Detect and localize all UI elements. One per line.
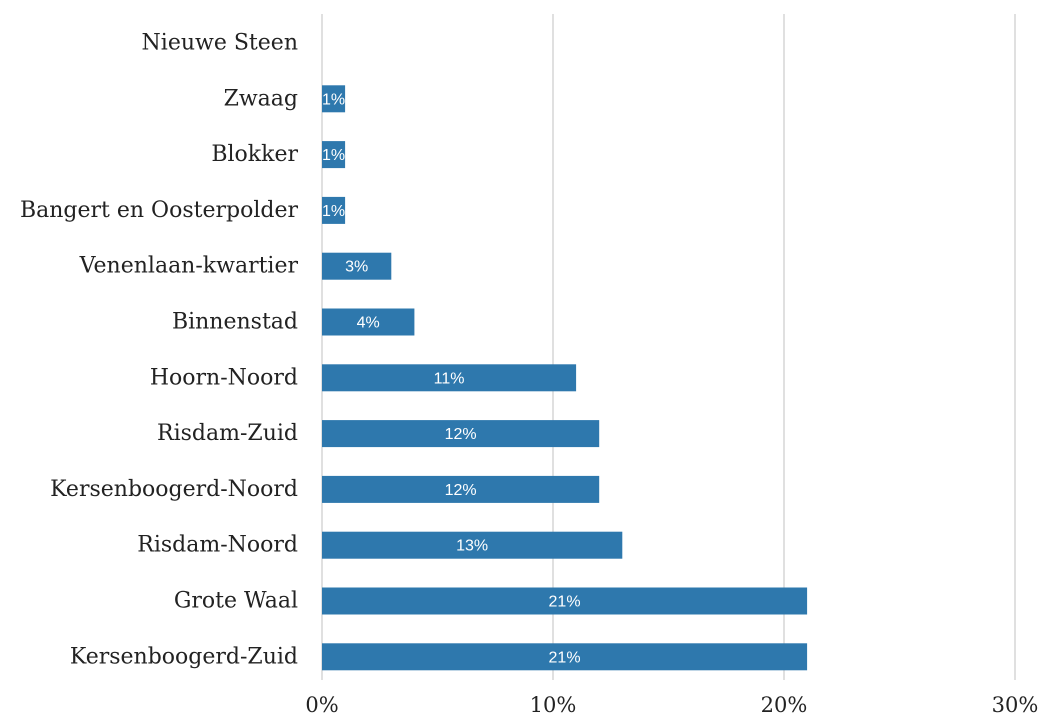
bar-data-label: 11% [434,370,465,387]
bars: 1% 1% 1% 3% 4% 11% 12% 12% 13% 21% 21% [322,85,808,671]
bar-data-label: 21% [549,649,581,666]
bar-data-label: 12% [445,482,477,499]
bar-data-label: 3% [345,259,368,276]
bar [322,420,600,448]
bar [322,308,415,336]
x-tick-label: 0% [305,693,338,717]
x-tick-label: 30% [992,693,1039,717]
x-tick-label: 10% [530,693,577,717]
bar-data-label: 1% [322,203,345,220]
x-tick-label: 20% [761,693,808,717]
category-label: Blokker [211,142,298,167]
category-label: Nieuwe Steen [142,31,298,56]
category-label: Risdam-Noord [137,533,298,558]
category-label: Zwaag [224,86,298,111]
bar [322,475,600,503]
category-label: Kersenboogerd-Noord [50,477,298,502]
gridlines [321,14,1016,680]
bar [322,252,392,280]
bar [322,85,346,113]
x-axis-tick-labels: 0% 10% 20% 30% [305,693,1038,717]
bar-data-label: 12% [445,426,477,443]
bar [322,141,346,169]
bar-data-label: 1% [322,91,345,108]
category-label: Hoorn-Noord [150,365,298,390]
category-label: Binnenstad [172,310,298,335]
bar [322,196,346,224]
bar [322,587,808,615]
bar-data-label: 4% [357,315,380,332]
bar [322,643,808,671]
category-label: Venenlaan-kwartier [79,254,299,279]
category-label: Grote Waal [174,589,298,614]
bar-data-label: 1% [322,147,345,164]
bar [322,531,623,559]
bar-data-label: 13% [456,538,488,555]
bar-data-label: 21% [549,594,581,611]
category-label: Bangert en Oosterpolder [20,198,299,223]
category-labels: Nieuwe Steen Zwaag Blokker Bangert en Ooste… [20,31,299,670]
bar [322,364,577,392]
category-label: Kersenboogerd-Zuid [70,644,298,669]
category-label: Risdam-Zuid [157,421,298,446]
